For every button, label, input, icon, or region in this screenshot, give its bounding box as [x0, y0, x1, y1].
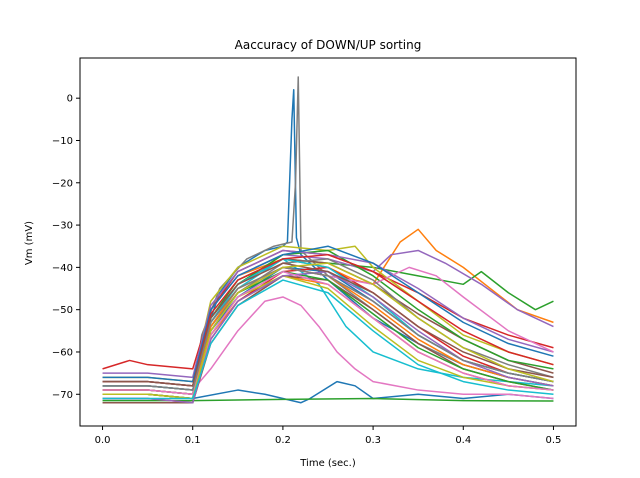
y-tick-label: 0 [67, 94, 73, 105]
x-tick-label: 0.4 [455, 435, 471, 446]
chart-title: Aaccuracy of DOWN/UP sorting [235, 38, 422, 52]
x-axis-ticks: 0.0 0.1 0.2 0.3 0.4 0.5 [95, 426, 562, 446]
y-tick-label: −10 [52, 136, 73, 147]
trace-line-29 [102, 270, 554, 396]
x-tick-label: 0.5 [546, 435, 562, 446]
trace-line-28 [102, 262, 554, 387]
trace-line-5 [102, 296, 554, 400]
y-axis-ticks: 0 −10 −20 −30 −40 −50 −60 −70 [52, 94, 80, 401]
y-tick-label: −30 [52, 221, 73, 232]
trace-line-23 [102, 245, 554, 383]
y-tick-label: −20 [52, 178, 73, 189]
x-tick-label: 0.0 [95, 435, 111, 446]
y-tick-label: −70 [52, 390, 73, 401]
y-tick-label: −60 [52, 347, 73, 358]
trace-line-17 [102, 249, 554, 379]
plot-area-frame [79, 57, 577, 427]
y-tick-label: −40 [52, 263, 73, 274]
trace-line-32 [102, 279, 554, 400]
trace-line-30 [102, 266, 554, 391]
x-tick-label: 0.2 [275, 435, 291, 446]
x-tick-label: 0.1 [185, 435, 201, 446]
y-axis-label: Vm (mV) [24, 221, 35, 265]
data-traces [102, 76, 554, 404]
x-tick-label: 0.3 [365, 435, 381, 446]
y-tick-label: −50 [52, 305, 73, 316]
x-axis-label: Time (sec.) [299, 458, 356, 469]
